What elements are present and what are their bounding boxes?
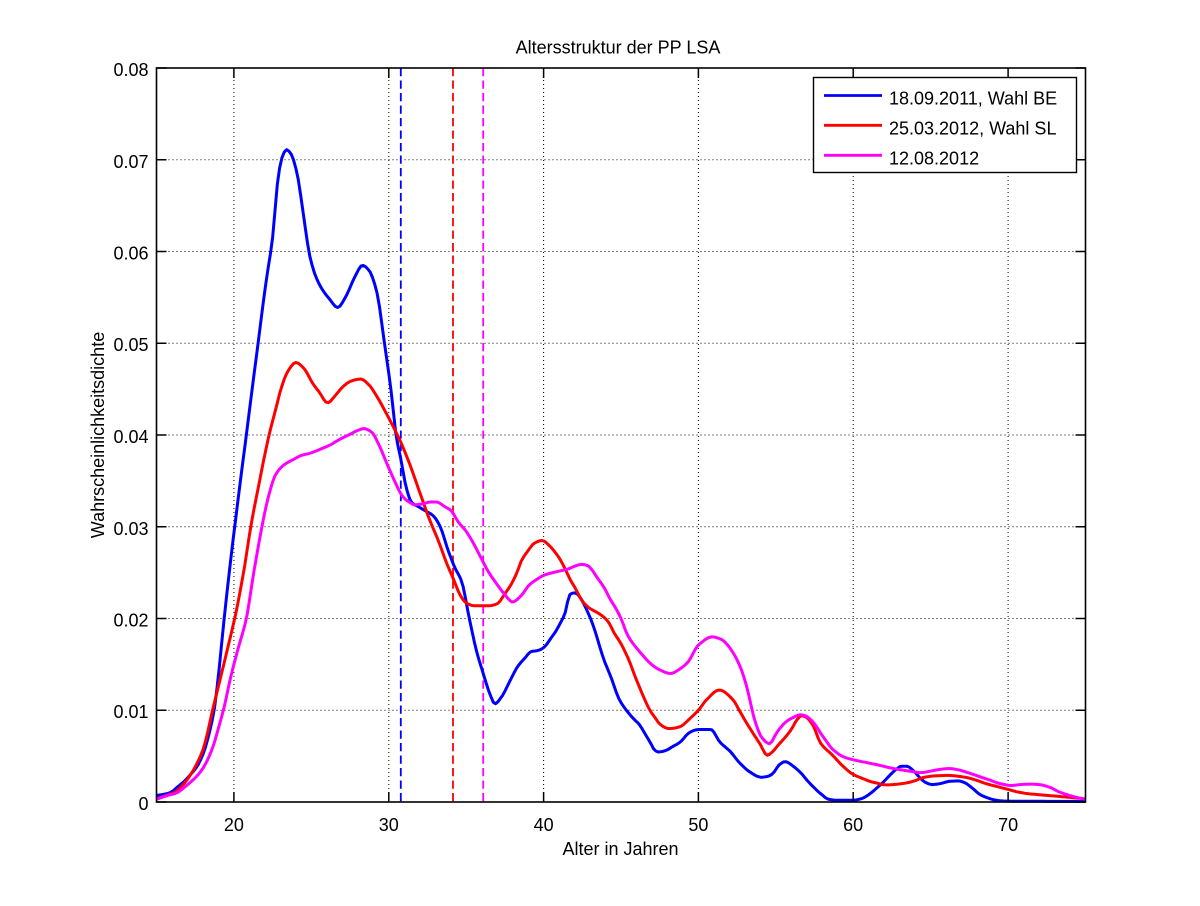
svg-text:25.03.2012, Wahl SL: 25.03.2012, Wahl SL [889, 119, 1056, 139]
svg-text:0.03: 0.03 [113, 519, 148, 539]
svg-text:0.02: 0.02 [113, 611, 148, 631]
svg-text:60: 60 [843, 815, 863, 835]
svg-text:0.04: 0.04 [113, 427, 148, 447]
svg-text:Altersstruktur der PP LSA: Altersstruktur der PP LSA [516, 38, 721, 58]
svg-text:Wahrscheinlichkeitsdichte: Wahrscheinlichkeitsdichte [88, 332, 108, 538]
svg-text:70: 70 [998, 815, 1018, 835]
svg-text:Alter in Jahren: Alter in Jahren [562, 839, 678, 859]
svg-text:40: 40 [534, 815, 554, 835]
svg-text:18.09.2011, Wahl BE: 18.09.2011, Wahl BE [889, 89, 1057, 109]
svg-text:0: 0 [138, 794, 148, 814]
svg-text:0.08: 0.08 [113, 60, 148, 80]
svg-text:0.07: 0.07 [113, 152, 148, 172]
svg-text:0.01: 0.01 [113, 702, 148, 722]
svg-text:0.05: 0.05 [113, 335, 148, 355]
svg-text:30: 30 [379, 815, 399, 835]
svg-text:0.06: 0.06 [113, 244, 148, 264]
svg-text:50: 50 [688, 815, 708, 835]
svg-text:12.08.2012: 12.08.2012 [889, 149, 979, 169]
svg-text:20: 20 [224, 815, 244, 835]
